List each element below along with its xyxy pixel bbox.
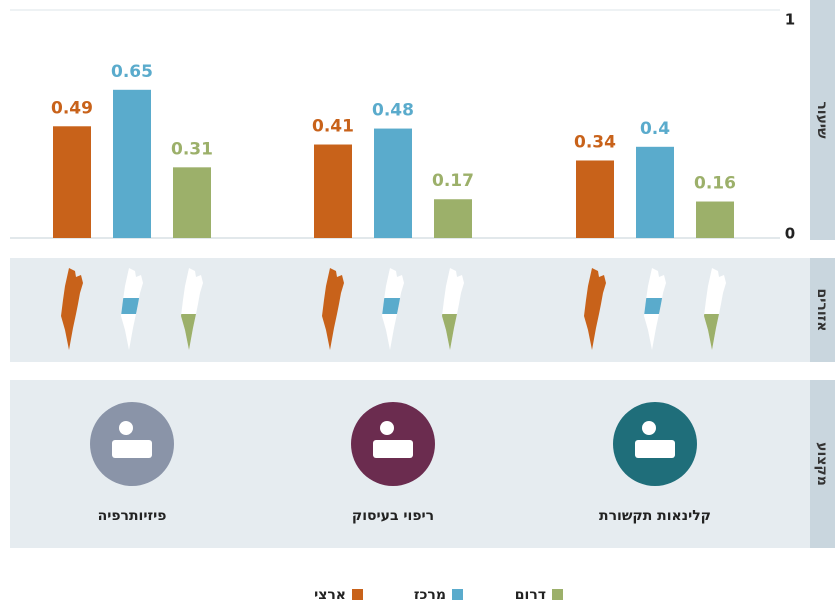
- region-map: [181, 268, 203, 350]
- legend-swatch: [552, 589, 563, 600]
- data-label: 0.4: [640, 119, 670, 139]
- legend-swatch: [352, 589, 363, 600]
- data-label: 0.41: [312, 117, 354, 137]
- icon-body: [112, 440, 152, 458]
- regions-strip: [810, 258, 835, 362]
- bar: [314, 144, 352, 238]
- y-axis-label: שיעור: [814, 101, 830, 139]
- icon-head: [380, 421, 394, 435]
- profession-label: מקצוע: [814, 442, 830, 486]
- region-map: [442, 268, 464, 350]
- regions-panel: [10, 258, 810, 362]
- data-label: 0.34: [574, 132, 616, 152]
- y-tick-label: 1: [785, 11, 795, 29]
- region-map: [584, 268, 606, 350]
- region-map: [382, 268, 404, 350]
- bar: [374, 128, 412, 238]
- map-region: [382, 298, 401, 314]
- data-label: 0.65: [111, 62, 153, 82]
- data-label: 0.17: [432, 171, 474, 191]
- icon-body: [373, 440, 413, 458]
- y-tick-label: 0: [785, 225, 795, 243]
- region-map: [61, 268, 83, 350]
- legend-label: ארצי: [314, 587, 346, 603]
- map-region: [442, 314, 457, 350]
- icon-head: [119, 421, 133, 435]
- bar: [113, 89, 151, 238]
- category-label: קלינאות תקשורת: [599, 508, 711, 524]
- data-label: 0.16: [694, 174, 736, 194]
- map-region: [181, 314, 196, 350]
- bar: [173, 167, 211, 238]
- legend-label: דרום: [515, 587, 546, 603]
- map-shape: [61, 268, 83, 350]
- region-map: [704, 268, 726, 350]
- data-label: 0.31: [171, 139, 213, 159]
- map-shape: [322, 268, 344, 350]
- category-label: ריפוי בעיסוק: [352, 508, 434, 524]
- icon-body: [635, 440, 675, 458]
- data-label: 0.48: [372, 101, 414, 121]
- bar: [696, 201, 734, 238]
- bar: [636, 146, 674, 238]
- legend-label: מרכז: [414, 587, 446, 603]
- legend-swatch: [452, 589, 463, 600]
- map-region: [704, 314, 719, 350]
- icon-head: [642, 421, 656, 435]
- bar: [434, 199, 472, 238]
- region-map: [322, 268, 344, 350]
- profession-strip: [810, 380, 835, 548]
- region-map: [644, 268, 666, 350]
- category-label: פיזיותרפיה: [98, 508, 167, 524]
- map-shape: [584, 268, 606, 350]
- map-region: [644, 298, 663, 314]
- bar: [53, 126, 91, 238]
- region-map: [121, 268, 143, 350]
- data-label: 0.49: [51, 98, 93, 118]
- bar: [576, 160, 614, 238]
- regions-label: אזורים: [814, 289, 830, 332]
- map-region: [121, 298, 140, 314]
- axis-strip: [810, 0, 835, 240]
